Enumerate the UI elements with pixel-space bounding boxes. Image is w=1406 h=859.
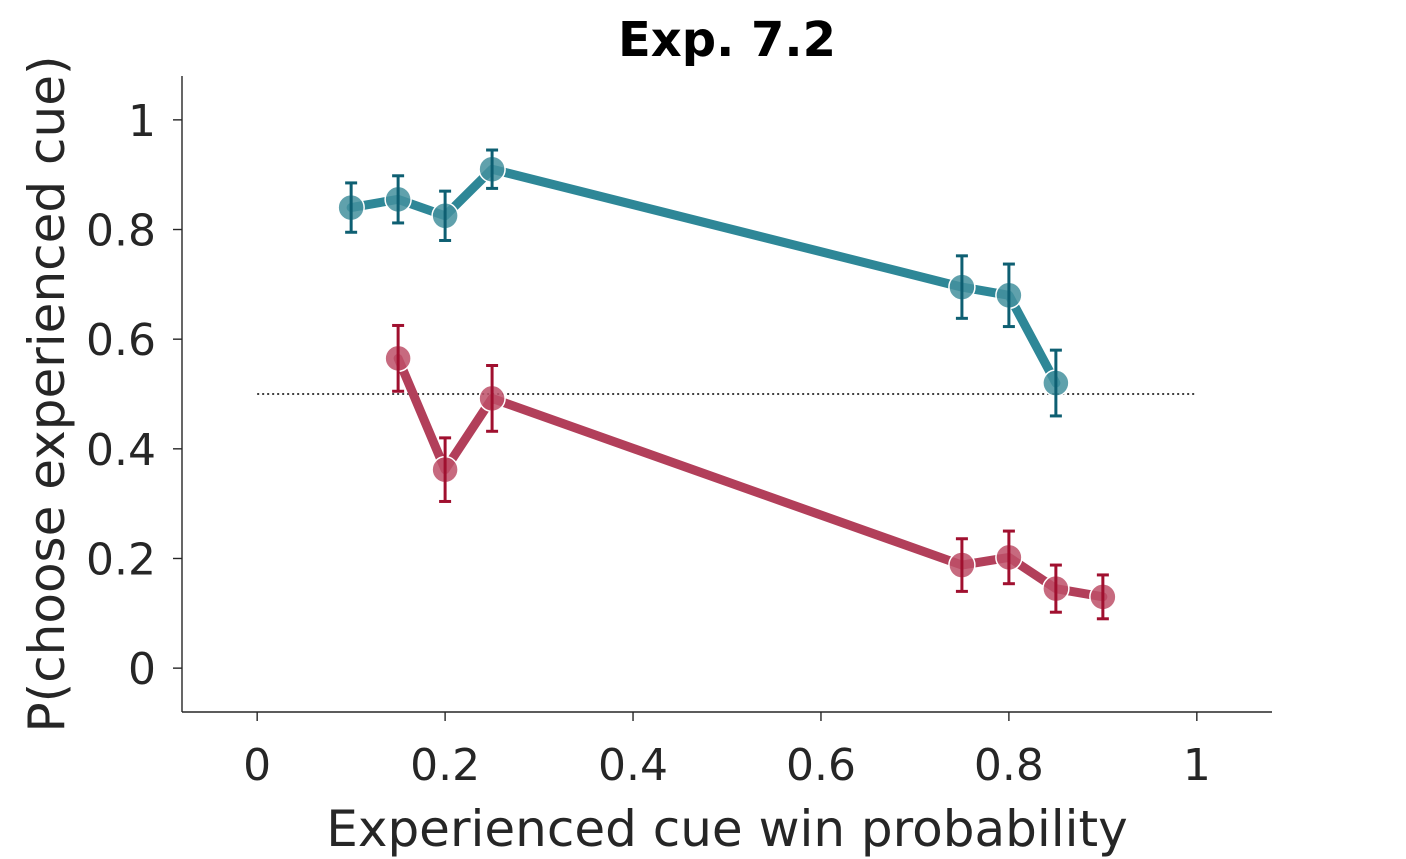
x-tick-label: 0.4: [598, 740, 668, 791]
x-tick-label: 0.6: [786, 740, 856, 791]
y-axis-label: P(choose experienced cue): [18, 56, 76, 733]
error-bar: [1002, 529, 1015, 586]
axes: 0 0.2 0.4 0.6 0.8 1 0 0.2 0.4 0.6 0.8 1: [86, 76, 1272, 791]
x-tick-label: 0: [243, 740, 271, 791]
y-tick-label: 0: [128, 644, 156, 695]
series-line: [346, 164, 1061, 388]
error-bar: [392, 174, 405, 225]
y-tick-label: 1: [128, 96, 156, 147]
x-axis-label: Experienced cue win probability: [326, 800, 1127, 858]
x-tick-label: 1: [1183, 740, 1211, 791]
y-tick-label: 0.8: [86, 206, 156, 257]
error-bar: [955, 254, 968, 320]
error-bar: [439, 189, 452, 242]
error-bar: [486, 363, 499, 433]
error-bar: [392, 323, 405, 393]
error-bar: [439, 436, 452, 503]
error-bar: [1096, 573, 1109, 621]
error-bar: [955, 537, 968, 593]
error-bar: [1049, 348, 1062, 418]
chart-title: Exp. 7.2: [618, 12, 836, 68]
error-bar: [1049, 563, 1062, 614]
y-tick-label: 0.2: [86, 534, 156, 585]
x-tick-label: 0.2: [410, 740, 480, 791]
error-bar: [486, 148, 499, 190]
y-tick-label: 0.6: [86, 315, 156, 366]
x-tick-label: 0.8: [974, 740, 1044, 791]
series-1: [337, 148, 1070, 418]
error-bar: [345, 181, 358, 234]
series-2: [384, 323, 1117, 621]
error-bar: [1002, 262, 1015, 329]
series-group: [337, 148, 1117, 621]
y-tick-label: 0.4: [86, 425, 156, 476]
